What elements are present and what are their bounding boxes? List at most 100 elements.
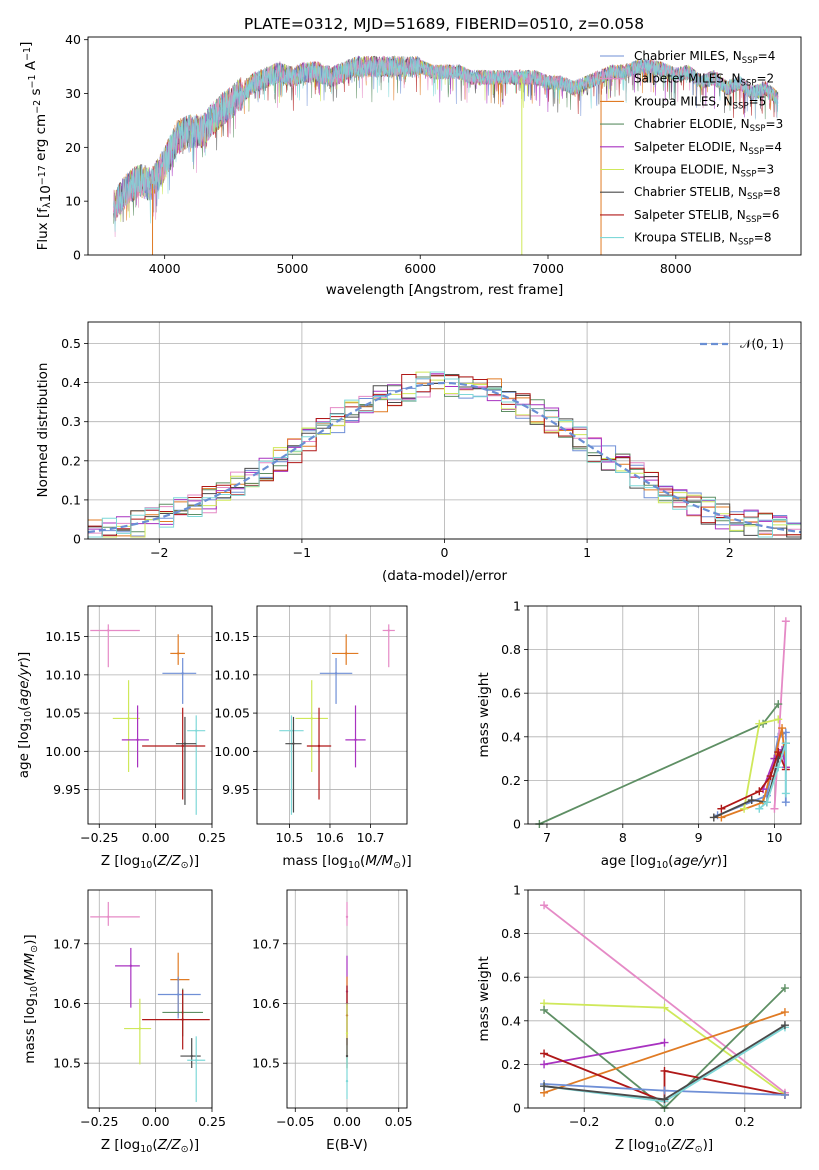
x-tick-label: 7: [543, 830, 551, 845]
axes-frame: [256, 605, 408, 825]
data-point: [181, 1018, 184, 1021]
y-tick-label: 10.7: [53, 936, 81, 951]
data-point: [334, 672, 338, 675]
data-point: [310, 717, 313, 720]
y-tick-label: 10.15: [45, 629, 81, 644]
series-marker: [766, 772, 775, 781]
spectrum-line: [113, 56, 779, 232]
series-marker: [781, 789, 790, 798]
legend-entry: Chabrier STELIB, NSSP=8: [634, 185, 781, 202]
x-tick-label: 8000: [660, 261, 692, 276]
y-tick-label: 0: [73, 248, 81, 263]
series-marker: [747, 796, 756, 805]
y-tick-label: 10.10: [214, 667, 250, 682]
legend-entry: 𝒩(0, 1): [740, 337, 784, 351]
axes-frame: [87, 321, 802, 540]
legend-entry: Chabrier ELODIE, NSSP=3: [634, 117, 783, 134]
y-tick-label: 10.6: [252, 996, 280, 1011]
y-tick-label: 20: [65, 140, 81, 155]
series-marker: [755, 804, 764, 813]
x-axis-label: wavelength [Angstrom, rest frame]: [326, 282, 564, 298]
x-tick-label: 6000: [404, 261, 436, 276]
y-axis-label: age [log10(age/yr)]: [16, 652, 34, 778]
y-tick-label: 9.95: [222, 782, 250, 797]
x-tick-label: 10.6: [316, 830, 344, 845]
x-tick-label: 4000: [149, 261, 181, 276]
data-point: [181, 672, 184, 675]
y-tick-label: 1: [513, 883, 521, 898]
series-marker: [660, 1086, 669, 1095]
data-point: [292, 742, 295, 745]
series-marker: [540, 1060, 549, 1069]
series-marker: [780, 1021, 789, 1030]
legend-entry: Salpeter STELIB, NSSP=6: [634, 208, 779, 225]
y-tick-label: 0: [513, 817, 521, 832]
y-tick-label: 0.5: [61, 336, 81, 351]
x-tick-label: −2: [150, 545, 168, 560]
y-tick-label: 0.4: [501, 1013, 521, 1028]
series-marker: [540, 1082, 549, 1091]
axes-frame: [527, 889, 802, 1109]
data-point: [107, 915, 110, 919]
data-point: [345, 1079, 349, 1083]
data-point: [290, 729, 293, 732]
data-point: [129, 964, 133, 968]
series-marker: [709, 813, 718, 822]
x-axis-label: mass [log10(M/M⊙)]: [282, 853, 411, 871]
legend-entry: Chabrier MILES, NSSP=4: [634, 49, 775, 66]
y-tick-label: 0.4: [61, 375, 81, 390]
series-marker: [780, 1008, 789, 1017]
x-tick-label: 10: [767, 830, 783, 845]
histogram-step: [88, 371, 801, 538]
y-tick-label: 9.95: [53, 782, 81, 797]
legend-entry: Kroupa MILES, NSSP=5: [634, 94, 766, 111]
x-tick-label: −0.25: [80, 830, 118, 845]
x-tick-label: 10.7: [357, 830, 385, 845]
y-tick-label: 0.8: [501, 642, 521, 657]
data-point: [387, 629, 390, 632]
y-tick-label: 0.4: [501, 729, 521, 744]
series-marker: [717, 804, 726, 813]
y-axis-label: Flux [fλ10−17 erg cm−2 s−1 A−1]: [18, 42, 54, 251]
legend-entry: Salpeter ELODIE, NSSP=4: [634, 140, 782, 157]
y-tick-label: 10: [65, 194, 81, 209]
series-marker: [774, 700, 783, 709]
x-axis-label: Z [log10(Z/Z⊙)]: [101, 1137, 199, 1155]
series-marker: [774, 715, 783, 724]
x-tick-label: −0.25: [80, 1114, 118, 1129]
axes-frame: [87, 889, 213, 1109]
x-tick-label: 0.25: [198, 1114, 226, 1129]
y-tick-label: 10.00: [214, 744, 250, 759]
data-point: [345, 915, 349, 919]
series-marker: [660, 1095, 669, 1104]
x-tick-label: −0.05: [276, 1114, 314, 1129]
series-marker: [540, 1005, 549, 1014]
y-tick-label: 10.05: [45, 706, 81, 721]
x-tick-label: 0.00: [142, 830, 170, 845]
x-tick-label: 9: [695, 830, 703, 845]
y-axis-label: mass [log10(M/M⊙)]: [22, 934, 40, 1063]
data-point: [176, 652, 180, 655]
series-marker: [781, 617, 790, 626]
series-marker: [774, 763, 783, 772]
x-tick-label: 0.00: [333, 1114, 361, 1129]
data-point: [345, 1032, 349, 1035]
y-tick-label: 1: [513, 599, 521, 614]
series-marker: [755, 719, 764, 728]
y-tick-label: 10.5: [53, 1056, 81, 1071]
figure-title: PLATE=0312, MJD=51689, FIBERID=0510, z=0…: [244, 15, 644, 33]
y-axis-label: mass weight: [476, 672, 492, 757]
y-tick-label: 10.5: [252, 1056, 280, 1071]
series-line: [773, 621, 787, 809]
series-marker: [780, 984, 789, 993]
y-tick-label: 0.6: [501, 686, 521, 701]
x-tick-label: 1: [583, 545, 591, 560]
y-tick-label: 10.6: [53, 996, 81, 1011]
series-line: [543, 1011, 786, 1094]
x-axis-label: age [log10(age/yr)]: [601, 853, 727, 871]
series-marker: [774, 748, 783, 757]
x-axis-label: E(B-V): [326, 1137, 368, 1153]
series-marker: [762, 798, 771, 807]
series-line: [543, 1052, 786, 1103]
